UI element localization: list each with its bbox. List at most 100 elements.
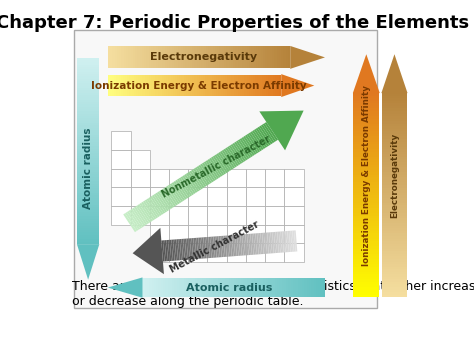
Bar bbox=[382, 170, 407, 172]
Bar bbox=[111, 169, 130, 187]
Bar bbox=[185, 47, 188, 68]
Bar bbox=[181, 278, 183, 297]
Polygon shape bbox=[244, 234, 247, 255]
Bar bbox=[265, 244, 284, 262]
Bar bbox=[117, 47, 119, 68]
Polygon shape bbox=[183, 239, 186, 260]
Bar bbox=[382, 292, 407, 295]
Polygon shape bbox=[222, 150, 235, 169]
Bar bbox=[158, 278, 161, 297]
Bar bbox=[284, 169, 304, 187]
Bar bbox=[382, 136, 407, 139]
Bar bbox=[77, 153, 99, 155]
Polygon shape bbox=[274, 232, 277, 253]
Polygon shape bbox=[230, 144, 244, 163]
Polygon shape bbox=[217, 236, 220, 257]
Bar bbox=[263, 47, 265, 68]
Bar bbox=[182, 75, 183, 97]
Text: Chapter 7: Periodic Properties of the Elements: Chapter 7: Periodic Properties of the El… bbox=[0, 14, 469, 32]
Bar bbox=[354, 167, 379, 170]
Bar bbox=[354, 295, 379, 297]
Polygon shape bbox=[220, 236, 223, 257]
Bar bbox=[130, 150, 150, 169]
Bar bbox=[382, 147, 407, 149]
Bar bbox=[229, 278, 231, 297]
Text: Atomic radius: Atomic radius bbox=[83, 128, 93, 209]
Bar bbox=[157, 75, 160, 97]
Bar bbox=[135, 47, 137, 68]
Bar bbox=[354, 254, 379, 256]
Bar bbox=[354, 193, 379, 195]
Bar bbox=[382, 272, 407, 274]
Bar bbox=[132, 75, 134, 97]
Polygon shape bbox=[184, 174, 198, 193]
Bar bbox=[354, 187, 379, 190]
Polygon shape bbox=[206, 160, 219, 179]
Bar bbox=[252, 278, 254, 297]
Bar bbox=[382, 256, 407, 259]
Bar bbox=[272, 47, 274, 68]
Bar bbox=[129, 75, 132, 97]
Bar bbox=[209, 278, 211, 297]
Bar bbox=[174, 47, 176, 68]
Bar bbox=[77, 88, 99, 91]
Bar bbox=[382, 277, 407, 279]
Bar bbox=[77, 74, 99, 76]
Bar bbox=[382, 284, 407, 287]
Bar bbox=[354, 147, 379, 149]
Bar bbox=[382, 213, 407, 215]
Bar bbox=[145, 278, 147, 297]
Bar bbox=[354, 215, 379, 218]
Bar bbox=[183, 47, 185, 68]
Polygon shape bbox=[216, 153, 230, 172]
Polygon shape bbox=[259, 233, 262, 254]
Polygon shape bbox=[188, 172, 201, 191]
Bar bbox=[354, 162, 379, 165]
Bar bbox=[354, 101, 379, 103]
Bar bbox=[227, 206, 246, 225]
Bar bbox=[77, 197, 99, 200]
Polygon shape bbox=[225, 236, 228, 257]
Polygon shape bbox=[128, 210, 142, 229]
Bar bbox=[251, 47, 254, 68]
Polygon shape bbox=[234, 142, 247, 160]
Bar bbox=[254, 47, 256, 68]
Bar bbox=[354, 239, 379, 241]
Bar bbox=[111, 131, 130, 150]
Bar bbox=[354, 246, 379, 249]
Bar bbox=[176, 47, 178, 68]
Bar bbox=[256, 278, 259, 297]
Bar bbox=[382, 239, 407, 241]
Bar bbox=[150, 187, 169, 206]
Bar bbox=[382, 279, 407, 282]
Bar bbox=[199, 47, 201, 68]
Bar bbox=[130, 206, 150, 225]
Bar bbox=[206, 278, 209, 297]
Bar bbox=[354, 152, 379, 154]
Bar bbox=[382, 119, 407, 121]
Bar bbox=[354, 267, 379, 269]
Polygon shape bbox=[205, 237, 208, 258]
Bar bbox=[77, 86, 99, 88]
Polygon shape bbox=[264, 122, 278, 141]
Polygon shape bbox=[254, 233, 257, 255]
Bar bbox=[382, 203, 407, 206]
Polygon shape bbox=[200, 164, 214, 182]
Bar bbox=[77, 179, 99, 181]
Polygon shape bbox=[214, 154, 228, 173]
Bar bbox=[258, 47, 261, 68]
Bar bbox=[77, 72, 99, 74]
Bar bbox=[382, 282, 407, 284]
Bar bbox=[231, 47, 233, 68]
Bar bbox=[77, 116, 99, 118]
Bar bbox=[219, 75, 220, 97]
Bar bbox=[206, 47, 208, 68]
Bar bbox=[77, 188, 99, 191]
Bar bbox=[275, 75, 277, 97]
Bar bbox=[77, 111, 99, 114]
Bar bbox=[165, 278, 168, 297]
Bar bbox=[150, 206, 169, 225]
Polygon shape bbox=[164, 240, 168, 261]
Polygon shape bbox=[150, 196, 164, 215]
Polygon shape bbox=[228, 235, 232, 257]
